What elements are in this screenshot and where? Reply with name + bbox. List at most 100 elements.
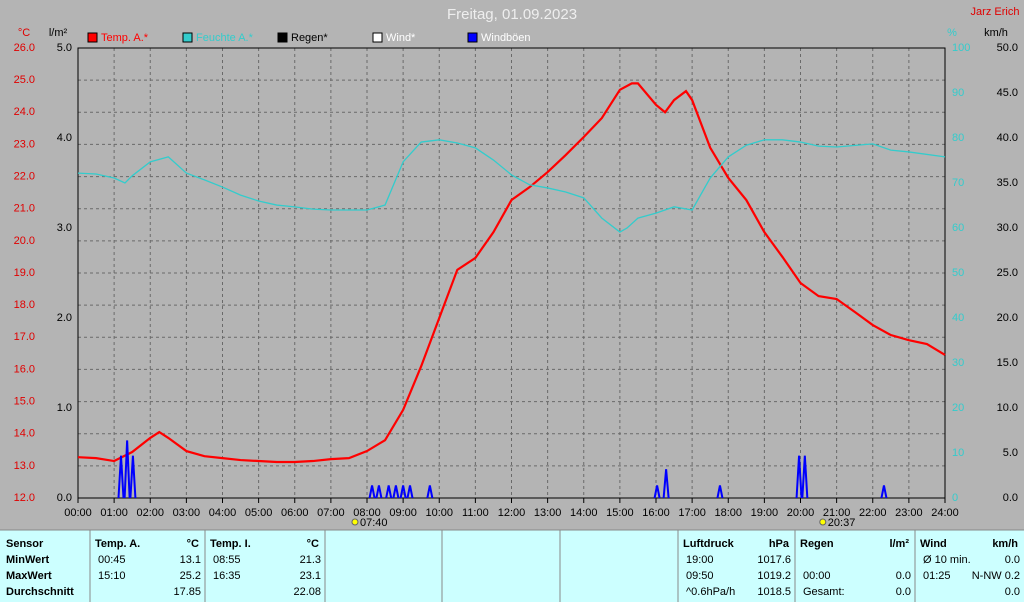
y-tick-label: 0.0 [57, 492, 72, 504]
sun-marker [819, 518, 827, 526]
x-tick-label: 14:00 [570, 507, 598, 519]
y-tick-label: 23.0 [14, 138, 35, 150]
gust-spike [129, 455, 137, 499]
sun-marker [351, 518, 359, 526]
author: Jarz Erich [971, 6, 1020, 18]
cell-value: 21.3 [300, 554, 321, 566]
legend-swatch [87, 32, 98, 43]
x-tick-label: 13:00 [534, 507, 562, 519]
x-tick-label: 01:00 [100, 507, 128, 519]
x-tick-label: 23:00 [895, 507, 923, 519]
y-tick-label: 100 [952, 42, 970, 54]
x-tick-label: 18:00 [714, 507, 742, 519]
y-tick-label: 5.0 [1003, 447, 1018, 459]
y-tick-label: 25.0 [997, 267, 1018, 279]
sun-label: 20:37 [828, 517, 856, 529]
cell-time: ^0.6hPa/h [686, 586, 735, 598]
x-tick-label: 05:00 [245, 507, 273, 519]
legend-swatch [372, 32, 383, 43]
x-tick-label: 19:00 [751, 507, 779, 519]
y-tick-label: 30 [952, 357, 964, 369]
legend-swatch [182, 32, 193, 43]
section-name: Regen [800, 538, 834, 550]
gust-spike [880, 485, 888, 499]
section-unit: hPa [769, 538, 790, 550]
x-tick-label: 03:00 [173, 507, 201, 519]
legend-label: Wind* [386, 32, 416, 44]
legend-label: Windböen [481, 32, 531, 44]
cell-time: 15:10 [98, 570, 126, 582]
gust-spike [716, 485, 724, 499]
table-header: Sensor [6, 538, 44, 550]
plot-frame [77, 47, 946, 499]
y-tick-label: 0 [952, 492, 958, 504]
x-tick-label: 15:00 [606, 507, 634, 519]
x-tick-label: 08:00 [353, 507, 381, 519]
y-tick-label: 20.0 [14, 235, 35, 247]
row-label: MaxWert [6, 570, 52, 582]
gust-spike [385, 485, 393, 499]
y-tick-label: 2.0 [57, 312, 72, 324]
axis-unit: % [947, 27, 957, 39]
gust-spike [117, 455, 125, 499]
cell-time: 00:00 [803, 570, 831, 582]
x-tick-label: 24:00 [931, 507, 959, 519]
cell-value: 1017.6 [757, 554, 791, 566]
gust-spike [426, 485, 434, 499]
cell-value: 23.1 [300, 570, 321, 582]
cell-time: 09:50 [686, 570, 714, 582]
gust-spike [795, 455, 803, 499]
cell-value: 0.0 [896, 586, 911, 598]
cell-time: 00:45 [98, 554, 126, 566]
series-line [77, 139, 946, 233]
chart-title: Freitag, 01.09.2023 [447, 6, 577, 23]
legend-label: Regen* [291, 32, 328, 44]
y-tick-label: 10 [952, 447, 964, 459]
section-name: Wind [920, 538, 947, 550]
row-label: Durchschnitt [6, 586, 74, 598]
axis-unit: °C [18, 27, 30, 39]
x-tick-label: 07:00 [317, 507, 345, 519]
sun-label: 07:40 [360, 517, 388, 529]
cell-value: N-NW 0.2 [972, 570, 1020, 582]
cell-value: 22.08 [293, 586, 321, 598]
y-tick-label: 13.0 [14, 460, 35, 472]
y-tick-label: 45.0 [997, 87, 1018, 99]
cell-time: 16:35 [213, 570, 241, 582]
cell-time: 08:55 [213, 554, 241, 566]
section-unit: l/m² [889, 538, 909, 550]
section-unit: km/h [992, 538, 1018, 550]
y-tick-label: 1.0 [57, 402, 72, 414]
legend-swatch [467, 32, 478, 43]
y-tick-label: 35.0 [997, 177, 1018, 189]
y-tick-label: 0.0 [1003, 492, 1018, 504]
cell-value: 1019.2 [757, 570, 791, 582]
cell-value: 0.0 [896, 570, 911, 582]
gust-spike [662, 469, 670, 499]
gust-spike [801, 455, 809, 499]
y-tick-label: 3.0 [57, 222, 72, 234]
x-tick-label: 16:00 [642, 507, 670, 519]
cell-time: 01:25 [923, 570, 951, 582]
x-tick-label: 00:00 [64, 507, 92, 519]
cell-time: 19:00 [686, 554, 714, 566]
y-tick-label: 30.0 [997, 222, 1018, 234]
y-tick-label: 24.0 [14, 106, 35, 118]
y-tick-label: 12.0 [14, 492, 35, 504]
axis-unit: km/h [984, 27, 1008, 39]
y-tick-label: 20.0 [997, 312, 1018, 324]
section-name: Luftdruck [683, 538, 735, 550]
section-name: Temp. A. [95, 538, 140, 550]
legend-label: Temp. A.* [101, 32, 149, 44]
y-tick-label: 90 [952, 87, 964, 99]
y-tick-label: 15.0 [997, 357, 1018, 369]
x-tick-label: 11:00 [462, 507, 489, 519]
cell-value: 0.0 [1005, 554, 1020, 566]
gust-spike [392, 485, 400, 499]
row-label: MinWert [6, 554, 50, 566]
cell-value: 25.2 [180, 570, 201, 582]
y-tick-label: 4.0 [57, 132, 72, 144]
y-tick-label: 50.0 [997, 42, 1018, 54]
y-tick-label: 26.0 [14, 42, 35, 54]
